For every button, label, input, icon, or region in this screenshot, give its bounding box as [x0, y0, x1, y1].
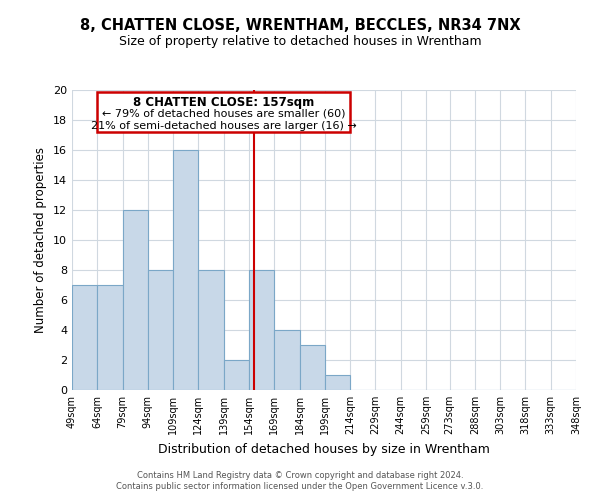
Bar	[249, 270, 274, 390]
Text: Contains public sector information licensed under the Open Government Licence v.: Contains public sector information licen…	[116, 482, 484, 491]
Text: ← 79% of detached houses are smaller (60): ← 79% of detached houses are smaller (60…	[102, 109, 346, 118]
Bar	[72, 285, 97, 390]
Bar	[97, 285, 122, 390]
Bar	[199, 270, 224, 390]
Text: Size of property relative to detached houses in Wrentham: Size of property relative to detached ho…	[119, 35, 481, 48]
Bar	[224, 360, 249, 390]
Bar	[274, 330, 299, 390]
Bar	[299, 345, 325, 390]
Bar	[325, 375, 350, 390]
Bar	[173, 150, 199, 390]
Bar	[148, 270, 173, 390]
Text: 21% of semi-detached houses are larger (16) →: 21% of semi-detached houses are larger (…	[91, 120, 356, 130]
Bar	[122, 210, 148, 390]
Text: 8 CHATTEN CLOSE: 157sqm: 8 CHATTEN CLOSE: 157sqm	[133, 96, 314, 109]
Text: Contains HM Land Registry data © Crown copyright and database right 2024.: Contains HM Land Registry data © Crown c…	[137, 471, 463, 480]
X-axis label: Distribution of detached houses by size in Wrentham: Distribution of detached houses by size …	[158, 442, 490, 456]
FancyBboxPatch shape	[97, 92, 350, 132]
Text: 8, CHATTEN CLOSE, WRENTHAM, BECCLES, NR34 7NX: 8, CHATTEN CLOSE, WRENTHAM, BECCLES, NR3…	[80, 18, 520, 32]
Y-axis label: Number of detached properties: Number of detached properties	[34, 147, 47, 333]
